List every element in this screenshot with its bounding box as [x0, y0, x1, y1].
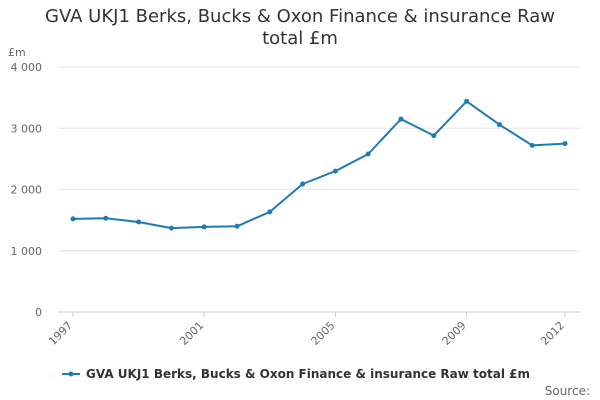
x-tick-label: 2009 [440, 319, 469, 348]
x-tick-label: 2012 [538, 319, 567, 348]
gridlines [58, 66, 580, 252]
series-layer [70, 98, 568, 231]
chart-title-line-2: total £m [262, 28, 338, 49]
chart-title: GVA UKJ1 Berks, Bucks & Oxon Finance & i… [0, 6, 600, 50]
data-point[interactable] [136, 219, 142, 225]
data-point[interactable] [70, 216, 76, 222]
y-tick-label: 2 000 [11, 184, 43, 197]
data-point[interactable] [365, 151, 371, 157]
source-label[interactable]: Source: [545, 384, 590, 398]
series-line[interactable] [72, 100, 566, 230]
data-point[interactable] [201, 224, 207, 230]
x-tick-label: 2001 [177, 319, 206, 348]
legend-item-label: GVA UKJ1 Berks, Bucks & Oxon Finance & i… [86, 367, 530, 381]
data-point[interactable] [267, 209, 273, 215]
data-point[interactable] [234, 223, 240, 229]
chart-title-line-1: GVA UKJ1 Berks, Bucks & Oxon Finance & i… [45, 6, 555, 27]
data-point[interactable] [529, 142, 535, 148]
x-tick-label: 1997 [46, 319, 75, 348]
legend[interactable]: GVA UKJ1 Berks, Bucks & Oxon Finance & i… [62, 367, 530, 381]
data-point[interactable] [464, 98, 470, 104]
data-point[interactable] [332, 168, 338, 174]
y-tick-label: 0 [35, 306, 42, 319]
data-point[interactable] [398, 116, 404, 122]
y-tick-label: 4 000 [11, 61, 43, 74]
data-point[interactable] [496, 122, 502, 128]
legend-marker-swatch [68, 371, 74, 377]
data-point[interactable] [431, 133, 437, 139]
y-tick-label: 1 000 [11, 245, 43, 258]
y-tick-label: 3 000 [11, 122, 43, 135]
data-point[interactable] [300, 181, 306, 187]
x-tick-label: 2005 [309, 319, 338, 348]
y-axis-unit-label: £m [8, 46, 26, 59]
axes: 0 1 000 2 000 3 000 4 000 1997 2001 2005 2009 201… [11, 61, 580, 348]
data-point[interactable] [562, 141, 568, 147]
data-point[interactable] [168, 225, 174, 231]
data-point[interactable] [103, 215, 109, 221]
